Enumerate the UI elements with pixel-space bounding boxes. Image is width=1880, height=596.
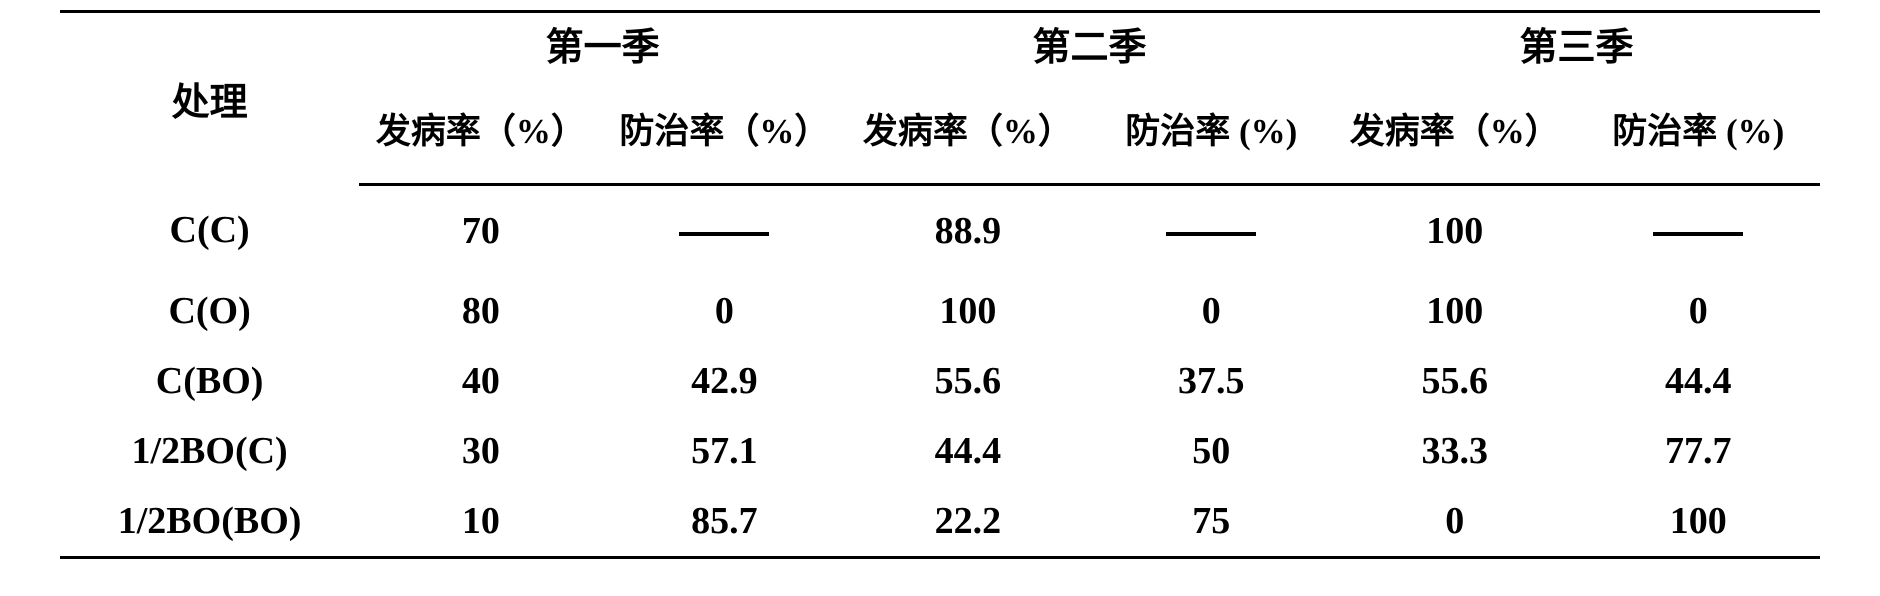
col-header-s3-control: 防治率 (%) [1576,73,1820,185]
cell-value: 88.9 [846,185,1089,277]
cell-value: 44.4 [1576,346,1820,416]
cell-treatment: C(BO) [60,346,359,416]
cell-value: 33.3 [1333,416,1576,486]
cell-treatment: C(O) [60,276,359,346]
table-header-row-seasons: 处理 第一季 第二季 第三季 [60,12,1820,74]
col-header-s2-control: 防治率 (%) [1090,73,1333,185]
cell-value: 37.5 [1090,346,1333,416]
cell-value: 80 [359,276,602,346]
cell-value [1090,185,1333,277]
col-header-s3-incidence: 发病率（%） [1333,73,1576,185]
cell-value: 55.6 [1333,346,1576,416]
table-row: C(BO) 40 42.9 55.6 37.5 55.6 44.4 [60,346,1820,416]
table-body: C(C) 70 88.9 100 C(O) 80 0 100 0 100 0 C… [60,185,1820,558]
cell-value: 44.4 [846,416,1089,486]
cell-value: 0 [1090,276,1333,346]
cell-value: 100 [1333,185,1576,277]
cell-value: 70 [359,185,602,277]
table-row: 1/2BO(BO) 10 85.7 22.2 75 0 100 [60,486,1820,558]
col-header-season3: 第三季 [1333,12,1820,74]
cell-value: 42.9 [603,346,846,416]
experiment-results-table: 处理 第一季 第二季 第三季 发病率（%） 防治率（%） 发病率（%） 防治率 … [60,10,1820,559]
cell-value: 0 [603,276,846,346]
col-header-s1-control: 防治率（%） [603,73,846,185]
table-row: C(O) 80 0 100 0 100 0 [60,276,1820,346]
cell-treatment: C(C) [60,185,359,277]
cell-value: 55.6 [846,346,1089,416]
dash-icon [1166,232,1256,236]
cell-value: 85.7 [603,486,846,558]
cell-value: 30 [359,416,602,486]
cell-value: 50 [1090,416,1333,486]
dash-icon [1653,232,1743,236]
cell-value: 100 [846,276,1089,346]
table-row: 1/2BO(C) 30 57.1 44.4 50 33.3 77.7 [60,416,1820,486]
cell-value: 100 [1333,276,1576,346]
col-header-season1: 第一季 [359,12,846,74]
data-table-container: 处理 第一季 第二季 第三季 发病率（%） 防治率（%） 发病率（%） 防治率 … [0,0,1880,596]
cell-value: 0 [1333,486,1576,558]
col-header-season2: 第二季 [846,12,1333,74]
col-header-s2-incidence: 发病率（%） [846,73,1089,185]
cell-value [1576,185,1820,277]
table-row: C(C) 70 88.9 100 [60,185,1820,277]
cell-treatment: 1/2BO(C) [60,416,359,486]
col-header-treatment: 处理 [60,12,359,185]
cell-value: 57.1 [603,416,846,486]
cell-value: 10 [359,486,602,558]
cell-value: 77.7 [1576,416,1820,486]
cell-value [603,185,846,277]
dash-icon [679,232,769,236]
cell-value: 100 [1576,486,1820,558]
cell-value: 0 [1576,276,1820,346]
col-header-s1-incidence: 发病率（%） [359,73,602,185]
cell-value: 40 [359,346,602,416]
cell-treatment: 1/2BO(BO) [60,486,359,558]
cell-value: 75 [1090,486,1333,558]
cell-value: 22.2 [846,486,1089,558]
